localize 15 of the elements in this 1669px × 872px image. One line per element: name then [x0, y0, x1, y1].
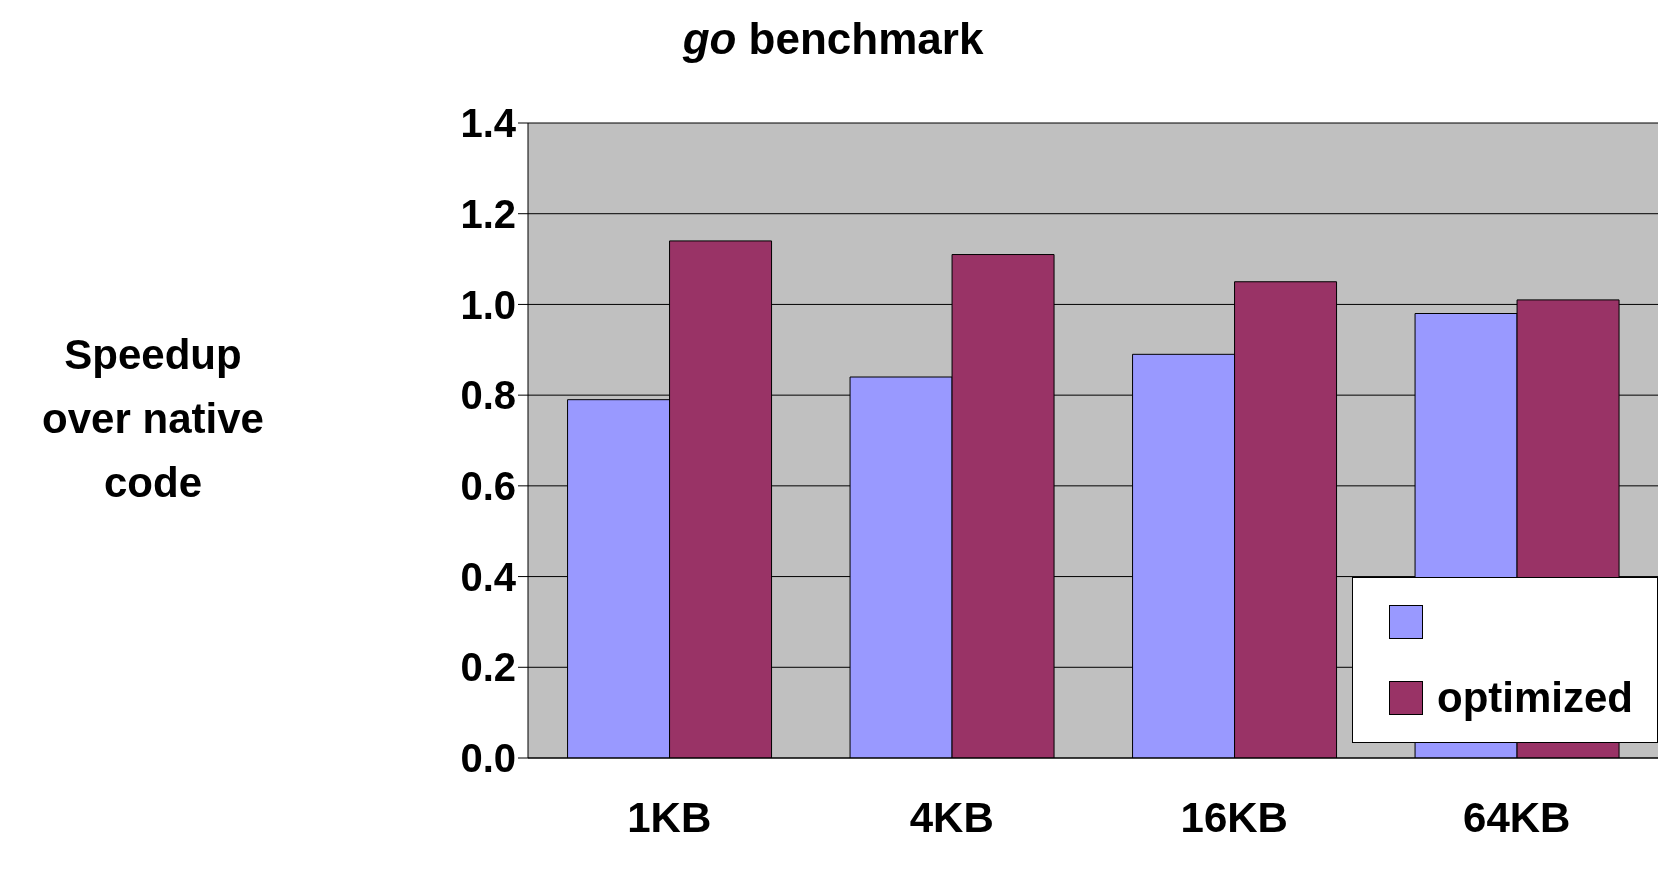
- y-tick-label: 0.2: [460, 645, 516, 690]
- y-tick-label: 0.0: [460, 736, 516, 781]
- chart-title: go benchmark: [681, 14, 985, 64]
- y-axis-title: Speedup over native code: [41, 330, 265, 508]
- legend-label: optimized: [1437, 674, 1633, 722]
- x-tick-label: 16KB: [1180, 793, 1288, 841]
- y-tick-label: 0.8: [460, 373, 516, 418]
- y-tick-label: 0.4: [460, 554, 517, 599]
- y-tick-label: 1.0: [460, 282, 516, 327]
- y-tick-label: 0.6: [460, 464, 516, 509]
- x-tick-label: 1KB: [627, 793, 712, 841]
- x-tick-label: 64KB: [1463, 793, 1571, 841]
- x-tick-label: 4KB: [909, 793, 994, 841]
- y-tick-label: 1.2: [460, 191, 516, 236]
- y-tick-label: 1.4: [460, 101, 517, 146]
